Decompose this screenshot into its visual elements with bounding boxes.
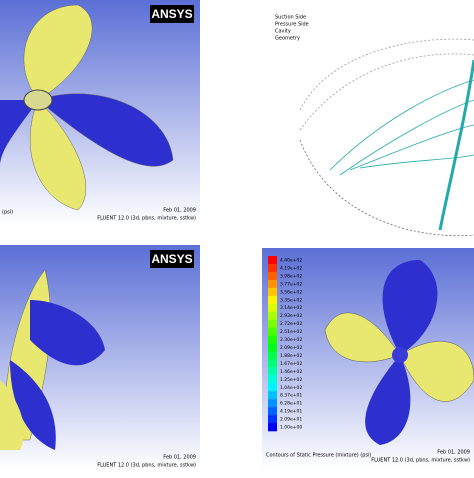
solver: FLUENT 12.0 (3d, pbns, mixture, sstkw) bbox=[97, 463, 196, 469]
colorbar-label: 1.88e+02 bbox=[280, 353, 302, 359]
colorbar-swatch bbox=[268, 279, 277, 289]
colorbar: 4.40e+02 4.19e+02 3.98e+02 3.77e+02 3.56e+02… bbox=[268, 256, 302, 432]
colorbar-label: 1.00e+00 bbox=[280, 425, 302, 431]
date: Feb 01, 2009 bbox=[163, 455, 196, 461]
colorbar-swatch bbox=[268, 343, 277, 352]
colorbar-swatch bbox=[268, 351, 277, 360]
logo-box bbox=[150, 5, 194, 23]
colorbar-label: 2.09e+01 bbox=[280, 417, 302, 423]
solver: FLUENT 12.0 (3d, pbns, mixture, sstkw) bbox=[371, 458, 470, 464]
colorbar-label: 1.46e+02 bbox=[280, 369, 302, 375]
colorbar-swatch bbox=[268, 263, 277, 273]
propeller bbox=[0, 4, 174, 211]
legend-line: Suction Side bbox=[275, 15, 306, 21]
colorbar-swatch bbox=[268, 367, 277, 376]
colorbar-swatch bbox=[268, 327, 277, 336]
propeller bbox=[324, 260, 474, 445]
colorbar-swatch bbox=[268, 335, 277, 344]
colorbar-label: 3.35e+02 bbox=[280, 297, 302, 303]
caption: (psi) bbox=[2, 210, 13, 216]
viewport bbox=[255, 0, 474, 235]
colorbar-swatch bbox=[268, 295, 277, 305]
logo: ANSYS bbox=[151, 7, 192, 21]
logo-box bbox=[150, 250, 194, 268]
colorbar-swatch bbox=[268, 303, 277, 312]
colorbar-swatch bbox=[268, 319, 277, 328]
colorbar-label: 6.28e+01 bbox=[280, 401, 302, 407]
colorbar-swatch bbox=[268, 399, 277, 408]
colorbar-label: 4.40e+02 bbox=[280, 257, 302, 263]
propeller bbox=[0, 269, 105, 450]
colorbar-label: 3.56e+02 bbox=[280, 289, 302, 295]
colorbar-swatch bbox=[268, 287, 277, 297]
colorbar-swatch bbox=[268, 415, 277, 424]
colorbar-label: 3.14e+02 bbox=[280, 305, 302, 311]
colorbar-swatch bbox=[268, 423, 277, 432]
colorbar-swatch bbox=[268, 383, 277, 392]
logo: ANSYS bbox=[151, 252, 192, 266]
colorbar-label: 4.19e+01 bbox=[280, 409, 302, 415]
colorbar-label: 1.25e+02 bbox=[280, 377, 302, 383]
colorbar-swatch bbox=[268, 359, 277, 368]
colorbar-label: 2.72e+02 bbox=[280, 321, 302, 327]
panel-3: ANSYS Feb 01, 2009 FLUENT 12.0 (3d, pbns… bbox=[0, 245, 200, 470]
colorbar-swatch bbox=[268, 407, 277, 416]
solver: FLUENT 12.0 (3d, pbns, mixture, sstkw) bbox=[97, 216, 196, 222]
legend-line: Pressure Side bbox=[275, 22, 309, 28]
panel-4: 4.40e+02 4.19e+02 3.98e+02 3.77e+02 3.56e+02… bbox=[262, 248, 474, 470]
date: Feb 01, 2009 bbox=[163, 208, 196, 214]
date: Feb 01, 2009 bbox=[437, 450, 470, 456]
colorbar-label: 2.09e+02 bbox=[280, 345, 302, 351]
colorbar-label: 1.04e+02 bbox=[280, 385, 302, 391]
colorbar-swatch bbox=[268, 311, 277, 320]
streamlines bbox=[299, 38, 474, 237]
colorbar-label: 2.30e+02 bbox=[280, 337, 302, 343]
caption: Contours of Static Pressure (mixture) (p… bbox=[266, 453, 371, 459]
colorbar-label: 1.67e+02 bbox=[280, 361, 302, 367]
colorbar-swatch bbox=[268, 375, 277, 384]
colorbar-label: 8.37e+01 bbox=[280, 393, 302, 399]
legend-line: Geometry bbox=[275, 36, 300, 42]
colorbar-label: 2.51e+02 bbox=[280, 329, 302, 335]
legend-line: Cavity bbox=[275, 29, 291, 35]
colorbar-label: 3.98e+02 bbox=[280, 273, 302, 279]
colorbar-label: 2.93e+02 bbox=[280, 313, 302, 319]
colorbar-swatch bbox=[268, 391, 277, 400]
panel-1: ANSYS (psi) Feb 01, 2009 FLUENT 12.0 (3d… bbox=[0, 0, 200, 225]
colorbar-swatch bbox=[268, 271, 277, 281]
colorbar-label: 4.19e+02 bbox=[280, 265, 302, 271]
colorbar-swatch bbox=[268, 256, 277, 265]
colorbar-label: 3.77e+02 bbox=[280, 281, 302, 287]
